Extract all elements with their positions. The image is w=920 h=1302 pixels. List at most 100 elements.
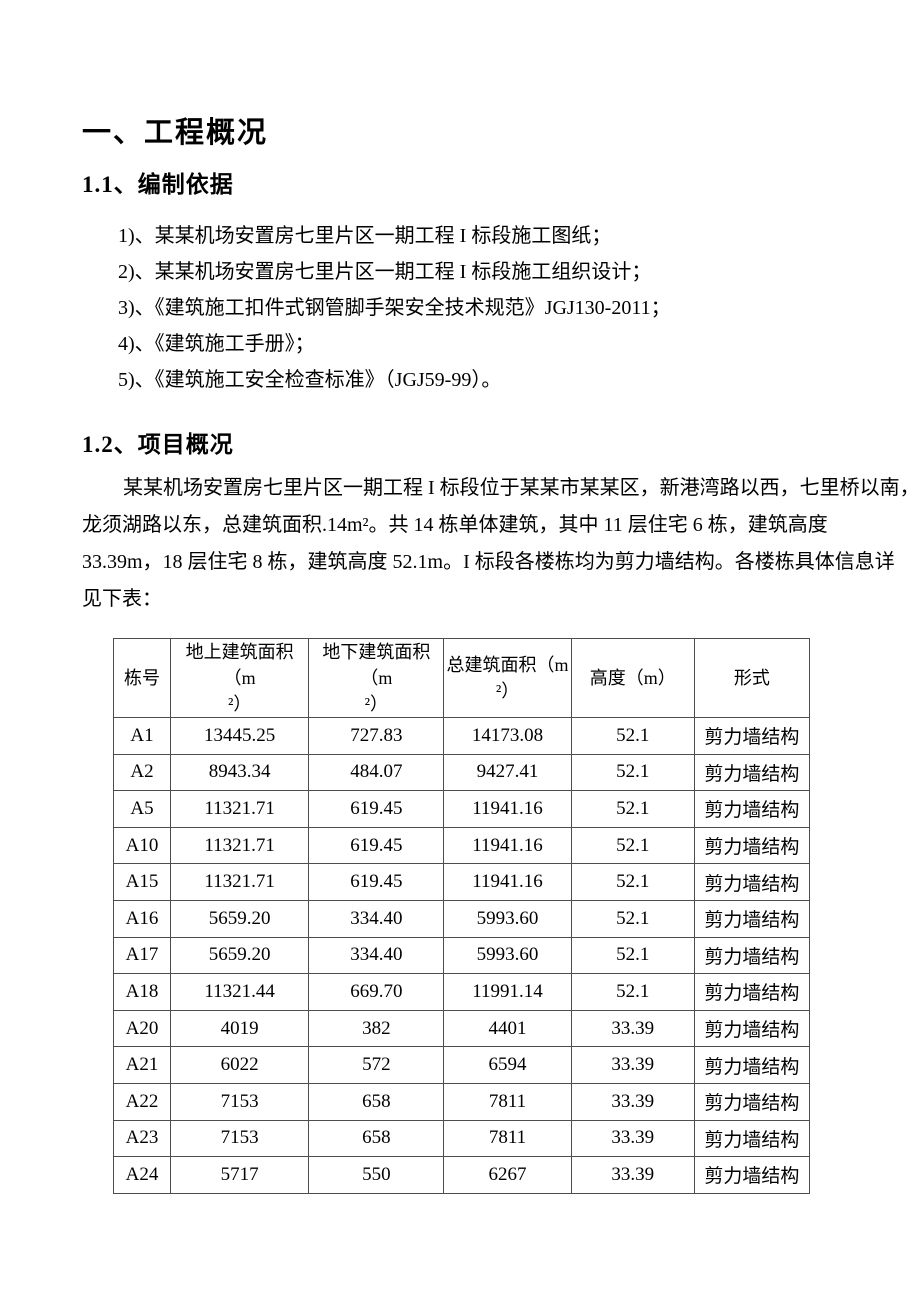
table-cell: 669.70 [308,973,445,1011]
table-cell: 52.1 [570,899,695,938]
table-cell: A2 [112,753,172,792]
table-cell: A20 [112,1009,172,1048]
table-cell: A18 [112,973,172,1011]
table-cell: 619.45 [308,826,445,865]
table-cell: 33.39 [570,1119,695,1158]
table-cell: 4401 [443,1009,572,1048]
table-cell: 剪力墙结构 [693,1156,811,1194]
table-cell: 619.45 [308,863,445,901]
table-cell: 剪力墙结构 [693,973,811,1011]
table-cell: 8943.34 [170,753,310,792]
document-content: 一、工程概况 1.1、编制依据 1)、某某机场安置房七里片区一期工程 I 标段施… [82,117,920,1194]
reference-item: 2)、某某机场安置房七里片区一期工程 I 标段施工组织设计； [118,261,652,283]
table-cell: 658 [308,1119,445,1158]
paragraph-line: 33.39m，18 层住宅 8 栋，建筑高度 52.1m。I 标段各楼栋均为剪力… [82,551,895,573]
table-cell: 剪力墙结构 [693,1119,811,1158]
table-row: A17 5659.20 334.40 5993.60 52.1 剪力墙结构 [112,936,811,975]
table-cell: 572 [308,1046,445,1084]
table-cell: 剪力墙结构 [693,863,811,901]
column-header: 地下建筑面积（m ²） [308,638,445,718]
table-cell: 11321.71 [170,790,310,828]
table-cell: 11321.71 [170,826,310,865]
table-row: A16 5659.20 334.40 5993.60 52.1 剪力墙结构 [112,899,811,938]
table-cell: 13445.25 [170,717,310,755]
table-cell: 658 [308,1082,445,1121]
table-cell: 5993.60 [443,899,572,938]
table-cell: 619.45 [308,790,445,828]
table-cell: 剪力墙结构 [693,1009,811,1048]
table-cell: 11941.16 [443,790,572,828]
table-cell: A1 [112,717,172,755]
table-row: A24 5717 550 6267 33.39 剪力墙结构 [112,1156,811,1194]
table-cell: 6267 [443,1156,572,1194]
table-cell: 52.1 [570,936,695,975]
table-cell: 剪力墙结构 [693,936,811,975]
building-info-table-wrapper: 栋号 地上建筑面积（m ²） 地下建筑面积（m ²） 总建筑面积（m ²） 高度（m） 形式 A… [112,638,852,1194]
table-header: 栋号 地上建筑面积（m ²） 地下建筑面积（m ²） 总建筑面积（m ²） 高度（m） 形式 [112,638,811,718]
reference-item: 5)、《建筑施工安全检查标准》（JGJ59-99）。 [118,369,502,391]
table-cell: 52.1 [570,826,695,865]
table-row: A15 11321.71 619.45 11941.16 52.1 剪力墙结构 [112,863,811,901]
table-cell: A5 [112,790,172,828]
reference-item: 1)、某某机场安置房七里片区一期工程 I 标段施工图纸； [118,225,612,247]
table-cell: 382 [308,1009,445,1048]
table-row: A10 11321.71 619.45 11941.16 52.1 剪力墙结构 [112,826,811,865]
column-header: 地上建筑面积（m ²） [170,638,310,718]
table-cell: 550 [308,1156,445,1194]
heading-project-overview: 一、工程概况 [82,117,269,149]
table-cell: 剪力墙结构 [693,899,811,938]
heading-project-profile: 1.2、项目概况 [82,432,234,457]
table-cell: 4019 [170,1009,310,1048]
table-cell: 14173.08 [443,717,572,755]
table-cell: 11991.14 [443,973,572,1011]
table-cell: 剪力墙结构 [693,717,811,755]
table-cell: 剪力墙结构 [693,1046,811,1084]
table-cell: A10 [112,826,172,865]
column-header: 总建筑面积（m ²） [443,638,572,718]
table-row: A21 6022 572 6594 33.39 剪力墙结构 [112,1046,811,1084]
table-cell: 52.1 [570,790,695,828]
table-cell: A15 [112,863,172,901]
reference-list: 1)、某某机场安置房七里片区一期工程 I 标段施工图纸； 2)、某某机场安置房七… [82,218,852,398]
table-cell: A16 [112,899,172,938]
table-cell: 11321.71 [170,863,310,901]
table-cell: 剪力墙结构 [693,790,811,828]
building-info-table: 栋号 地上建筑面积（m ²） 地下建筑面积（m ²） 总建筑面积（m ²） 高度（m） 形式 A… [112,638,811,1194]
table-cell: 484.07 [308,753,445,792]
table-cell: 33.39 [570,1009,695,1048]
table-cell: 52.1 [570,753,695,792]
project-description: 某某机场安置房七里片区一期工程 I 标段位于某某市某某区，新港湾路以西，七里桥以… [82,470,920,618]
table-cell: 6594 [443,1046,572,1084]
table-cell: 334.40 [308,936,445,975]
table-cell: 11941.16 [443,863,572,901]
table-cell: A21 [112,1046,172,1084]
table-cell: 52.1 [570,863,695,901]
reference-item: 3)、《建筑施工扣件式钢管脚手架安全技术规范》JGJ130-2011； [118,297,671,319]
table-cell: 52.1 [570,973,695,1011]
table-cell: 9427.41 [443,753,572,792]
table-cell: 剪力墙结构 [693,826,811,865]
table-cell: 5659.20 [170,936,310,975]
table-cell: 33.39 [570,1156,695,1194]
table-cell: 7811 [443,1119,572,1158]
table-row: A23 7153 658 7811 33.39 剪力墙结构 [112,1119,811,1158]
table-cell: A22 [112,1082,172,1121]
table-row: A22 7153 658 7811 33.39 剪力墙结构 [112,1082,811,1121]
table-cell: 7153 [170,1119,310,1158]
paragraph-line: 某某机场安置房七里片区一期工程 I 标段位于某某市某某区，新港湾路以西，七里桥以… [123,477,920,499]
paragraph-line: 龙须湖路以东，总建筑面积.14m²。共 14 栋单体建筑，其中 11 层住宅 6… [82,514,828,536]
heading-compilation-basis: 1.1、编制依据 [82,172,234,197]
table-cell: 52.1 [570,717,695,755]
table-cell: 727.83 [308,717,445,755]
table-body: A1 13445.25 727.83 14173.08 52.1 剪力墙结构 A2 8943.… [112,717,811,1194]
table-cell: A23 [112,1119,172,1158]
table-cell: 7811 [443,1082,572,1121]
table-cell: A17 [112,936,172,975]
table-row: A5 11321.71 619.45 11941.16 52.1 剪力墙结构 [112,790,811,828]
paragraph-line: 见下表： [82,588,162,610]
table-cell: 11321.44 [170,973,310,1011]
table-cell: 5717 [170,1156,310,1194]
table-cell: 5659.20 [170,899,310,938]
column-header: 形式 [693,638,811,718]
